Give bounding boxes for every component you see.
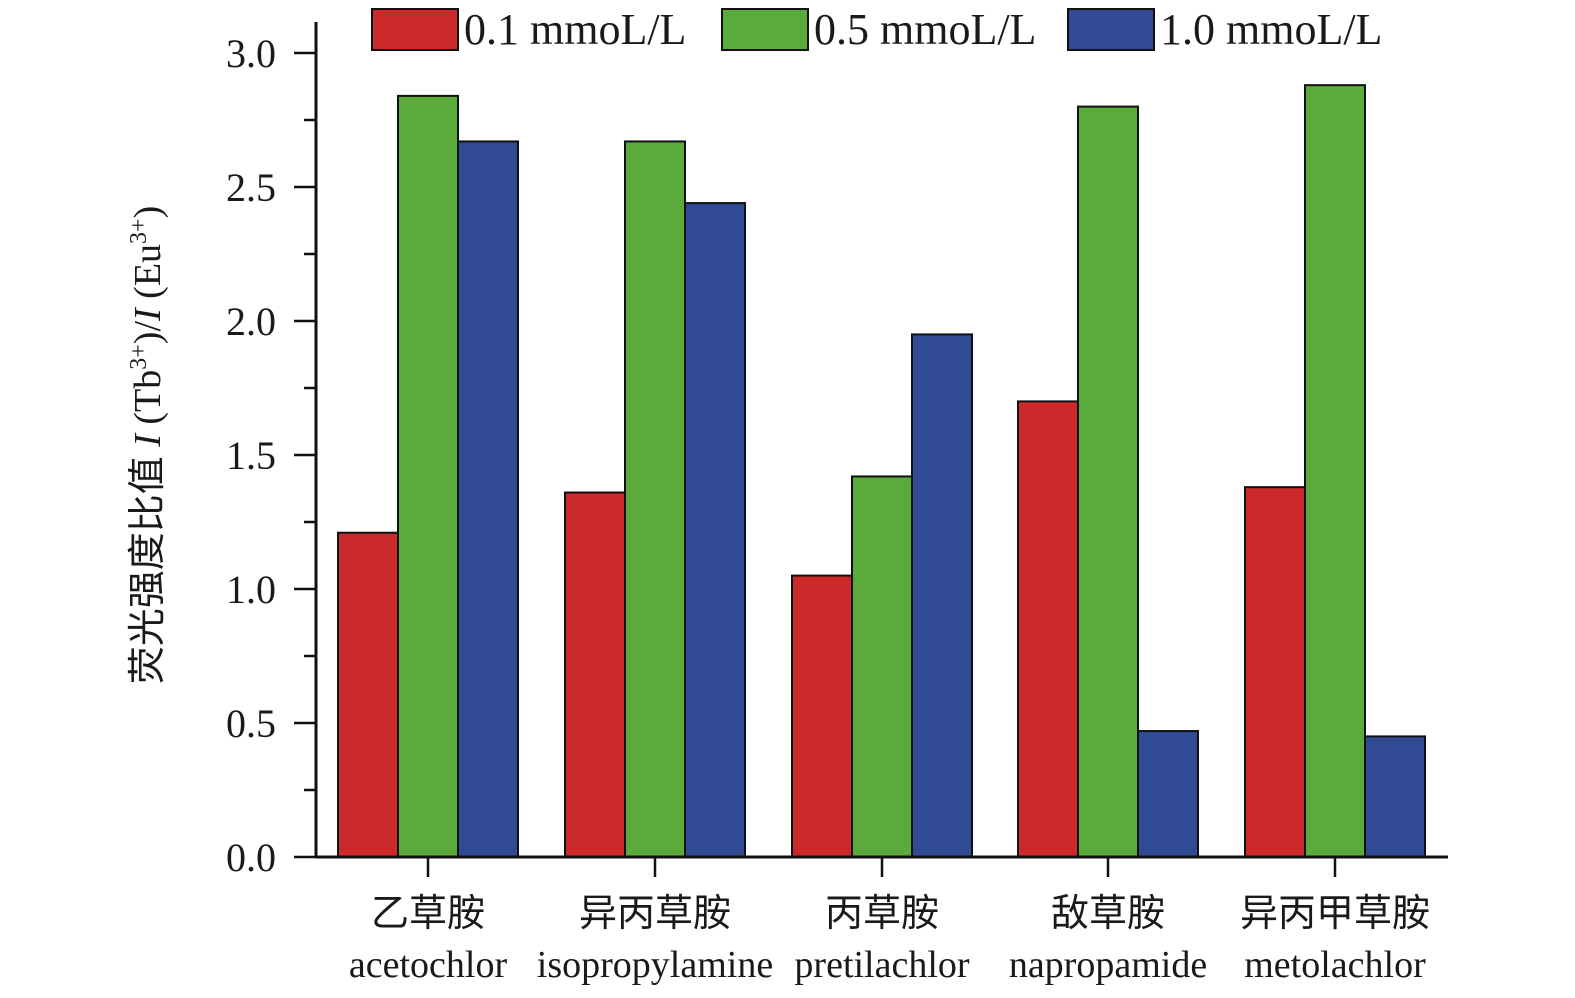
bar-1-4 bbox=[1017, 400, 1079, 858]
bar-2-1 bbox=[397, 94, 459, 858]
bar-2-5 bbox=[1304, 84, 1366, 859]
bar-3-1 bbox=[457, 140, 519, 858]
bar-2-4 bbox=[1077, 105, 1139, 859]
category-label-zh: 异丙甲草胺 bbox=[1240, 893, 1430, 935]
category-label-en: metolachlor bbox=[1244, 944, 1426, 986]
y-title-i2: I bbox=[127, 306, 169, 322]
y-axis-title: 荧光强度比值 I (Tb3+)/I (Eu3+) bbox=[126, 206, 169, 685]
y-tick-label: 2.5 bbox=[226, 165, 276, 210]
bar-2-3 bbox=[851, 475, 913, 858]
bar-3-2 bbox=[684, 202, 746, 858]
y-title-tb-close: )/ bbox=[127, 321, 169, 345]
y-tick-label: 1.5 bbox=[226, 433, 276, 478]
bar-1-1 bbox=[337, 531, 399, 858]
y-title-eu-sup: 3+ bbox=[126, 218, 152, 244]
y-title-tb-sup: 3+ bbox=[126, 344, 152, 370]
y-tick-label: 1.0 bbox=[226, 567, 276, 612]
bar-2-2 bbox=[624, 140, 686, 858]
bar-3-4 bbox=[1137, 730, 1199, 858]
bar-1-5 bbox=[1244, 486, 1306, 858]
y-tick-label: 0.0 bbox=[226, 835, 276, 880]
x-labels-group: 乙草胺 acetochlor 异丙草胺 isopropylamine 丙草胺 pretil… bbox=[349, 857, 1430, 986]
bar-1-2 bbox=[564, 491, 626, 858]
bar-1-3 bbox=[791, 574, 853, 858]
legend-label-1: 0.1 mmoL/L bbox=[464, 5, 686, 54]
y-ticks-group: 0.0 0.5 1.0 1.5 2.0 2.5 3.0 bbox=[226, 31, 316, 880]
category-label-zh: 丙草胺 bbox=[825, 893, 939, 935]
y-title-eu: (Eu bbox=[127, 244, 169, 308]
legend-swatch-2 bbox=[721, 8, 809, 51]
category-label-zh: 异丙草胺 bbox=[579, 893, 731, 935]
y-title-prefix: 荧光强度比值 bbox=[127, 447, 169, 685]
category-label-zh: 敌草胺 bbox=[1051, 893, 1165, 935]
legend-swatch-3 bbox=[1067, 8, 1155, 51]
y-tick-label: 3.0 bbox=[226, 31, 276, 76]
legend: 0.1 mmoL/L 0.5 mmoL/L 1.0 mmoL/L bbox=[371, 5, 1382, 54]
category-label-zh: 乙草胺 bbox=[371, 893, 485, 935]
category-label-en: napropamide bbox=[1009, 944, 1207, 986]
category-label-en: acetochlor bbox=[349, 944, 508, 986]
y-title-i1: I bbox=[127, 432, 169, 448]
bars-group bbox=[337, 84, 1426, 859]
bar-3-3 bbox=[911, 333, 973, 858]
y-title-eu-close: ) bbox=[127, 206, 169, 219]
category-label-en: isopropylamine bbox=[537, 944, 773, 986]
y-tick-label: 0.5 bbox=[226, 701, 276, 746]
legend-swatch-1 bbox=[371, 8, 459, 51]
category-label-en: pretilachlor bbox=[794, 944, 969, 986]
legend-label-3: 1.0 mmoL/L bbox=[1160, 5, 1382, 54]
bar-3-5 bbox=[1364, 735, 1426, 859]
y-tick-label: 2.0 bbox=[226, 299, 276, 344]
y-title-tb: (Tb bbox=[127, 370, 169, 434]
legend-label-2: 0.5 mmoL/L bbox=[814, 5, 1036, 54]
